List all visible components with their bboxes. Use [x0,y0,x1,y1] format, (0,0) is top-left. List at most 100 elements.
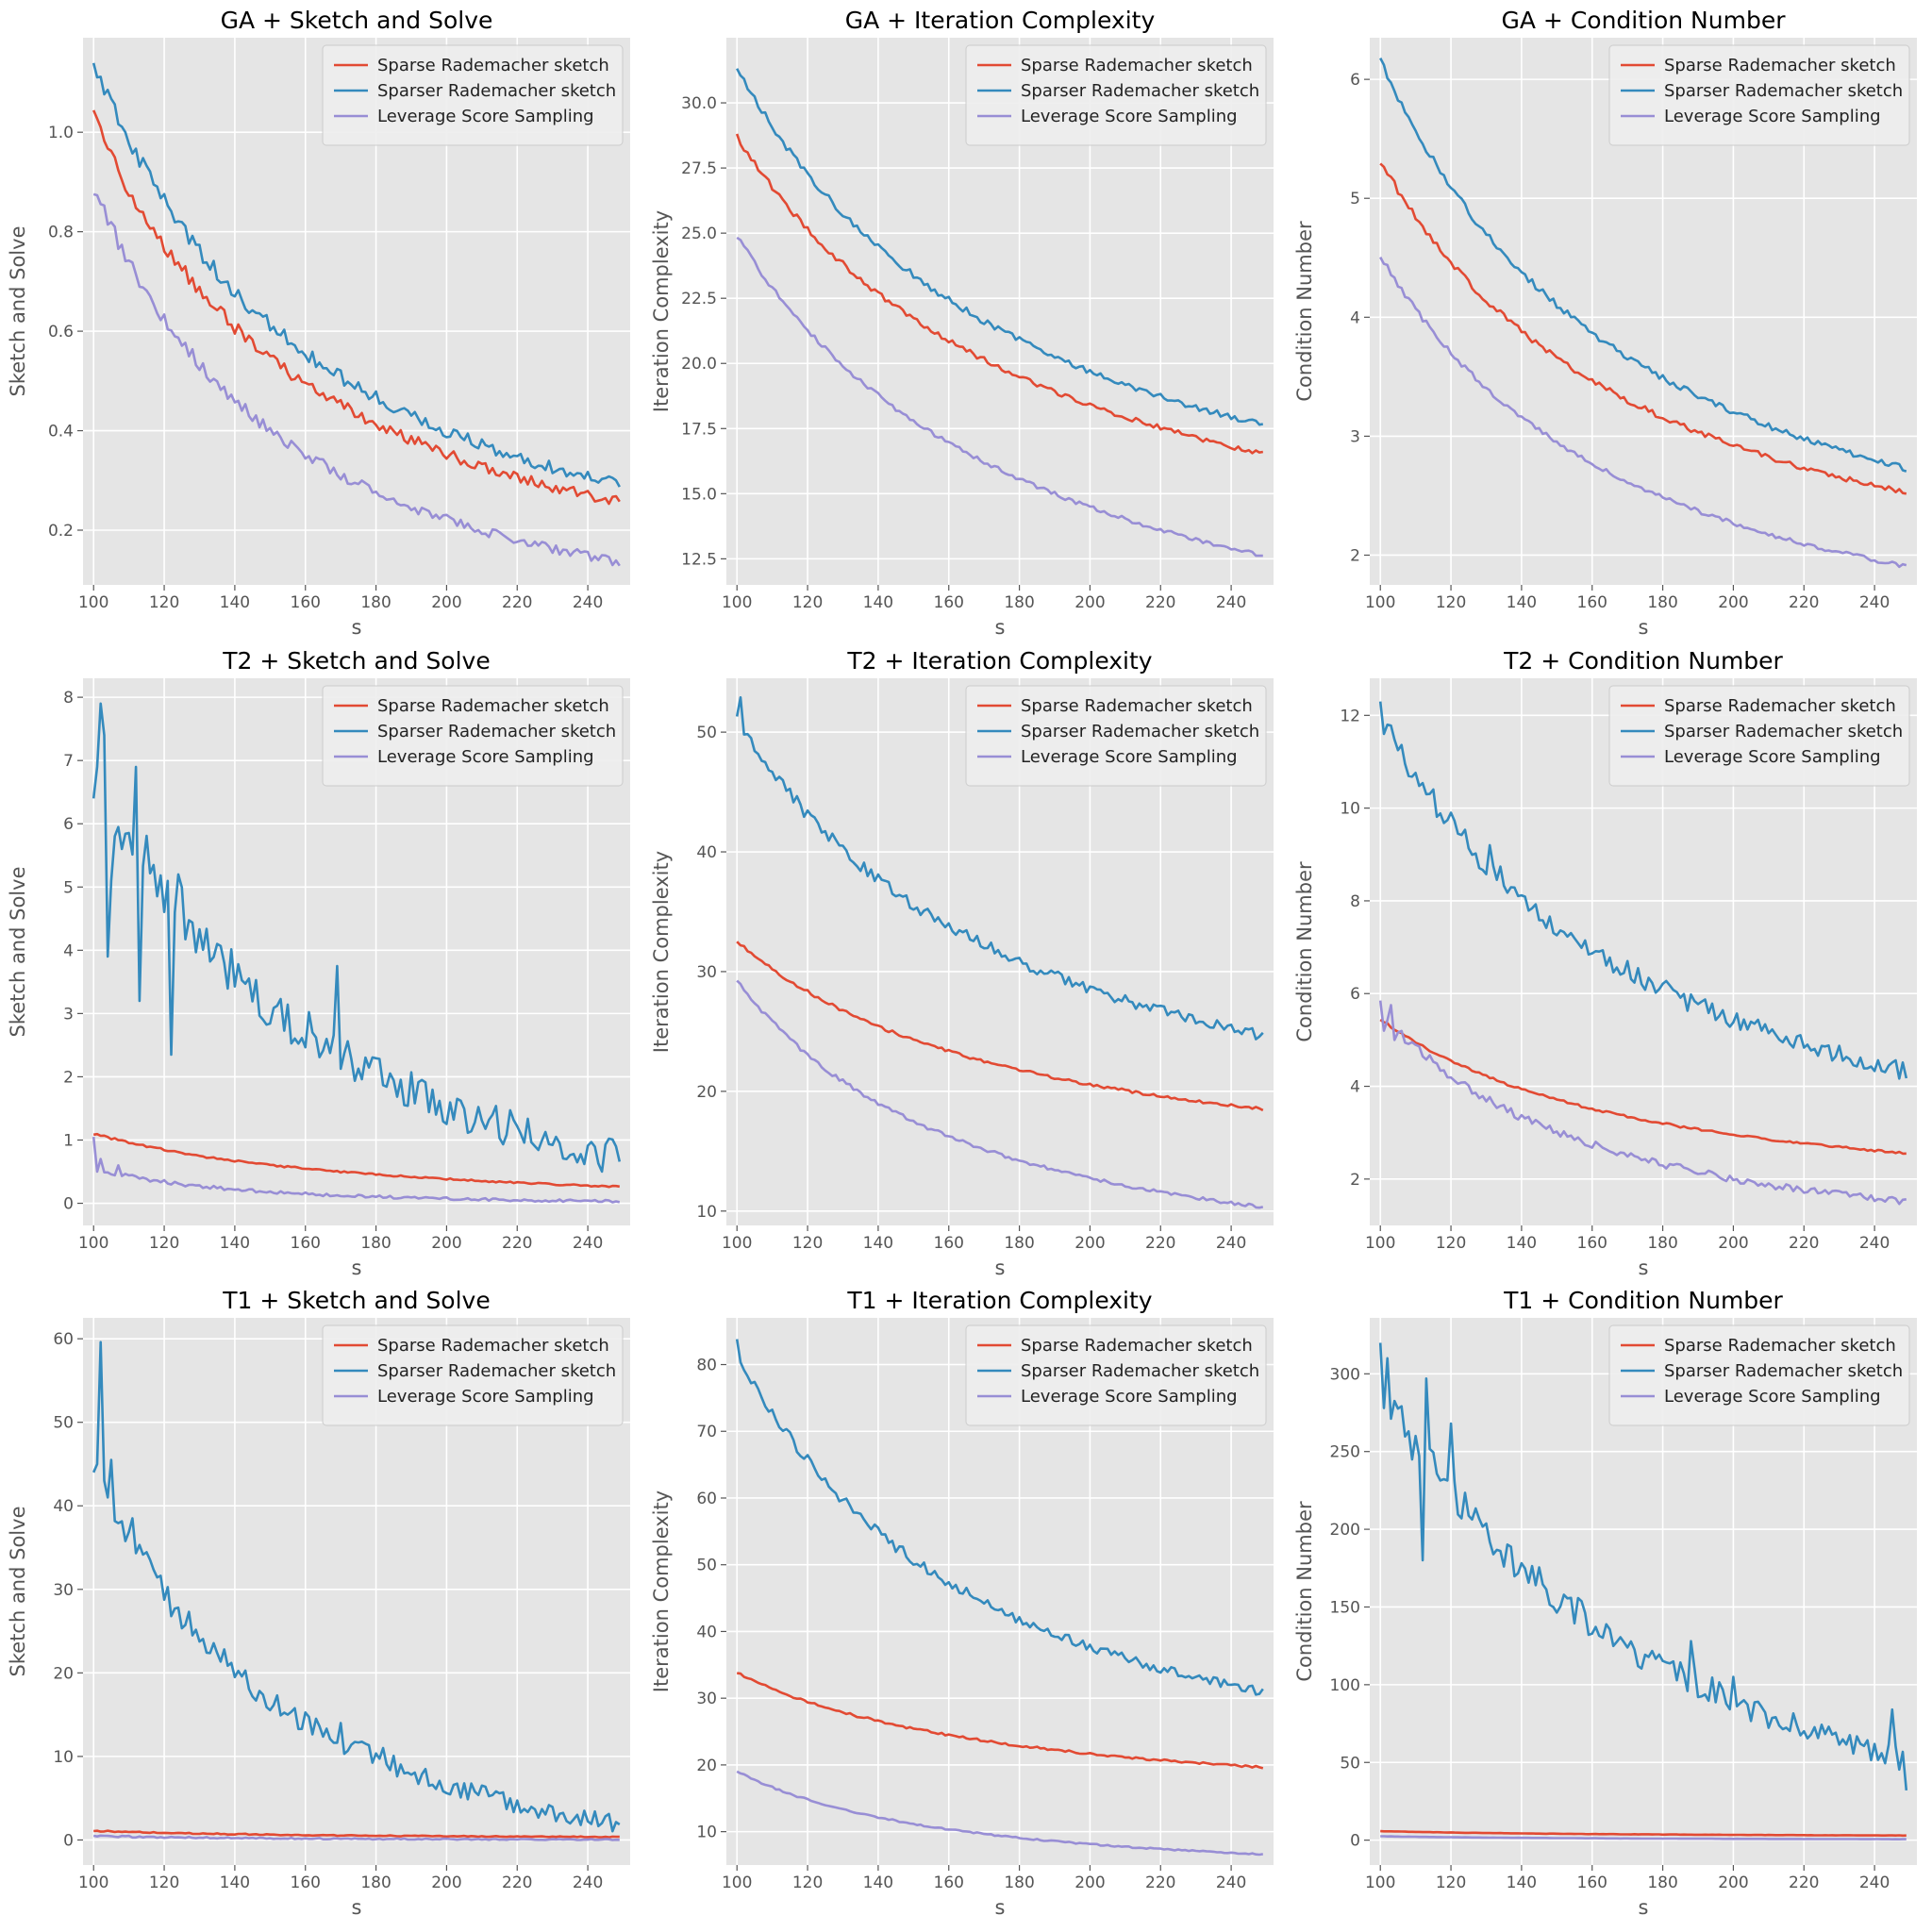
x-tick-label: 120 [792,593,823,612]
x-tick-label: 200 [1718,1874,1748,1892]
legend-label-sparse-rademacher-sketch: Sparse Rademacher sketch [1021,1336,1253,1356]
chart-title: GA + Iteration Complexity [845,7,1156,34]
x-tick-label: 180 [1647,1234,1677,1253]
y-tick-label: 0.4 [48,423,74,441]
series-line-sparse-rademacher-sketch [1379,1018,1907,1156]
x-tick-label: 160 [1577,1234,1607,1253]
y-tick-label: 4 [1350,1078,1360,1097]
legend-label-sparser-rademacher-sketch: Sparser Rademacher sketch [1021,722,1259,741]
x-tick-label: 200 [1074,593,1105,612]
series-lines [1379,57,1907,569]
x-tick-label: 100 [722,1234,752,1253]
y-axis-label: Condition Number [1293,221,1316,402]
x-axis-label: s [1639,616,1649,639]
x-tick-label: 240 [1216,1874,1246,1892]
y-axis-ticks: 12.5 15.0 17.5 20.0 22.5 25.0 27.5 30.0 [681,94,726,569]
x-axis-label: s [1639,1257,1649,1279]
y-tick-label: 15.0 [681,485,717,504]
y-tick-label: 2 [1350,546,1360,565]
x-tick-label: 100 [78,593,108,612]
series-line-leverage-score-sampling [736,1770,1264,1857]
legend-box [322,44,624,146]
y-tick-label: 17.5 [681,420,717,439]
y-tick-label: 10 [1340,800,1360,819]
legend-label-sparse-rademacher-sketch: Sparse Rademacher sketch [1021,696,1253,716]
y-axis-label: Iteration Complexity [650,1491,673,1692]
x-tick-label: 140 [220,593,250,612]
y-tick-label: 20.0 [681,355,717,374]
y-axis-ticks: 0 50 100 150 200 250 300 [1330,1365,1370,1851]
x-tick-label: 180 [360,1874,391,1892]
x-tick-label: 200 [431,593,461,612]
x-tick-label: 180 [360,1234,391,1253]
y-tick-label: 200 [1330,1521,1360,1540]
y-axis-ticks: 2 3 4 5 6 [1350,71,1370,565]
y-tick-label: 30 [53,1581,74,1600]
legend-box [1608,1324,1910,1426]
y-tick-label: 2 [63,1068,74,1087]
y-tick-label: 40 [53,1497,74,1516]
legend-label-sparse-rademacher-sketch: Sparse Rademacher sketch [377,696,609,716]
x-tick-label: 100 [1365,593,1395,612]
x-tick-label: 100 [78,1874,108,1892]
y-tick-label: 30.0 [681,94,717,113]
series-line-sparser-rademacher-sketch [1379,57,1907,473]
x-tick-label: 200 [431,1234,461,1253]
series-line-leverage-score-sampling [736,236,1263,558]
x-tick-label: 200 [1074,1874,1105,1892]
x-tick-label: 220 [1789,1874,1819,1892]
x-tick-label: 100 [78,1234,108,1253]
legend-label-leverage-score-sampling: Leverage Score Sampling [1664,747,1881,767]
legend-label-leverage-score-sampling: Leverage Score Sampling [1021,107,1238,126]
x-tick-label: 220 [1789,1234,1819,1253]
y-tick-label: 30 [696,963,717,982]
y-tick-label: 70 [696,1423,717,1441]
y-tick-label: 20 [53,1664,74,1683]
y-tick-label: 1 [63,1131,74,1150]
y-tick-label: 10 [53,1748,74,1767]
y-axis-ticks: 0.2 0.4 0.6 0.8 1.0 [48,124,83,541]
y-tick-label: 250 [1330,1443,1360,1462]
series-line-leverage-score-sampling [736,979,1264,1209]
x-tick-label: 220 [1145,1234,1175,1253]
legend-label-sparse-rademacher-sketch: Sparse Rademacher sketch [1664,696,1896,716]
x-tick-label: 220 [1789,593,1819,612]
y-tick-label: 5 [1350,190,1360,208]
y-tick-label: 150 [1330,1598,1360,1617]
legend-box [965,685,1267,787]
y-tick-label: 8 [63,689,74,708]
x-tick-label: 220 [502,1234,532,1253]
x-axis-ticks: 100 120 140 160 180 200 220 240 [722,1865,1246,1892]
y-axis-label: Iteration Complexity [650,851,673,1053]
x-tick-label: 140 [1507,1234,1537,1253]
y-axis-label: Condition Number [1293,861,1316,1042]
y-tick-label: 1.0 [48,124,74,142]
y-tick-label: 60 [696,1490,717,1508]
y-tick-label: 0 [63,1831,74,1850]
series-line-sparse-rademacher-sketch [93,1829,620,1839]
legend-label-sparser-rademacher-sketch: Sparser Rademacher sketch [377,81,616,101]
series-line-sparser-rademacher-sketch [1378,1342,1908,1791]
x-tick-label: 160 [1577,593,1607,612]
legend: Sparse Rademacher sketch Sparser Rademach… [965,44,1267,146]
x-tick-label: 160 [291,593,321,612]
series-line-sparser-rademacher-sketch [92,62,621,488]
legend-label-sparse-rademacher-sketch: Sparse Rademacher sketch [377,56,609,75]
x-tick-label: 140 [1507,593,1537,612]
y-tick-label: 2 [1350,1171,1360,1190]
x-tick-label: 100 [1365,1874,1395,1892]
legend-box [1608,44,1910,146]
series-line-sparse-rademacher-sketch [735,133,1264,455]
x-axis-label: s [352,1896,362,1919]
x-axis-ticks: 100 120 140 160 180 200 220 240 [78,1225,603,1253]
series-line-sparse-rademacher-sketch [92,1132,621,1189]
y-axis-ticks: 10 20 30 40 50 60 70 80 [696,1357,726,1842]
series-line-leverage-score-sampling [1378,1000,1907,1206]
legend-label-sparser-rademacher-sketch: Sparser Rademacher sketch [377,722,616,741]
panel-t2-iteration-complexity: 100 120 140 160 180 200 220 240 10 20 30 40 50 T2 + I… [650,647,1274,1279]
series-line-sparse-rademacher-sketch [736,941,1264,1112]
chart-title: GA + Condition Number [1502,7,1787,34]
legend: Sparse Rademacher sketch Sparser Rademach… [1608,685,1910,787]
x-tick-label: 140 [220,1234,250,1253]
